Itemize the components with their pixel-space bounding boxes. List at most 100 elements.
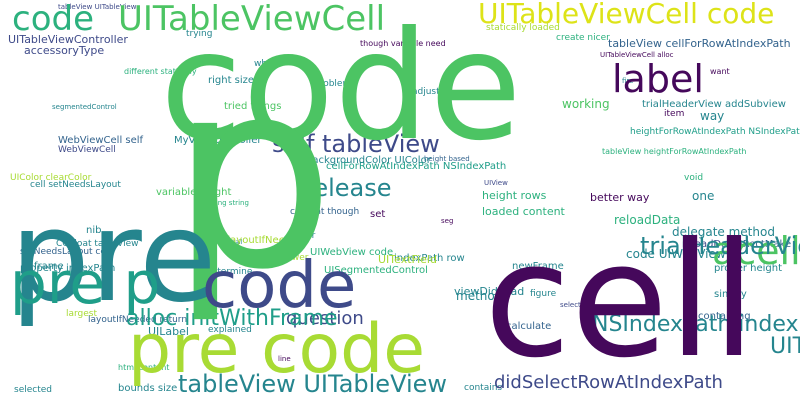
word: UIView bbox=[484, 179, 508, 187]
word: heightForRowAtIndexPath NSIndexPath bbox=[630, 127, 800, 137]
word: better way bbox=[590, 191, 650, 204]
word: layoutIfNeeded return bbox=[88, 315, 188, 325]
word: nib bbox=[86, 225, 102, 236]
word: tableView cellForRowAtIndexPath bbox=[608, 37, 791, 50]
word: UITableViewCell bbox=[118, 0, 386, 39]
word: proper height bbox=[714, 263, 783, 274]
word: figure bbox=[530, 289, 557, 299]
word: segmentedControl bbox=[52, 103, 117, 111]
word: one bbox=[692, 189, 715, 203]
word: seg bbox=[441, 217, 454, 225]
word: variable height bbox=[156, 187, 232, 198]
word: fire bbox=[622, 77, 634, 85]
word: property bbox=[20, 263, 63, 274]
word: explained bbox=[208, 325, 252, 335]
word: UILabel bbox=[148, 325, 189, 338]
word: tableView heightForRowAtIndexPath bbox=[602, 147, 747, 156]
word: call bbox=[232, 239, 243, 246]
word: WebViewCell bbox=[58, 145, 116, 155]
word: acell bbox=[712, 229, 800, 273]
word: code bbox=[12, 0, 94, 39]
word: void bbox=[684, 173, 704, 183]
word: adjusted bbox=[412, 87, 451, 97]
word: WebViewCell self bbox=[58, 135, 144, 146]
word: p bbox=[170, 25, 336, 327]
word: UITableViewCell alloc bbox=[600, 51, 674, 59]
word: setNeedsLayout cell bbox=[20, 247, 111, 257]
word: UITableViewCell code bbox=[478, 0, 775, 30]
word: super bbox=[290, 231, 316, 241]
word: selected bbox=[14, 385, 52, 395]
word: trialHeaderView bbox=[640, 232, 800, 260]
word: tableView UITableView bbox=[58, 3, 137, 11]
word: line bbox=[278, 355, 291, 363]
word: pre bbox=[10, 183, 217, 330]
word: UITextField bbox=[378, 253, 437, 266]
word: statically loaded bbox=[486, 23, 560, 33]
word: cell bbox=[484, 209, 756, 393]
word: cell layoutIfNeeded bbox=[207, 235, 304, 246]
word: alloc initWithFrame bbox=[126, 306, 338, 331]
word: question bbox=[286, 308, 364, 329]
word: NSIndexPath indexPath bbox=[592, 312, 800, 337]
word: accessoryType bbox=[24, 44, 105, 57]
word: MyViewController bbox=[174, 135, 262, 146]
word: largest bbox=[66, 309, 98, 319]
word: item bbox=[664, 109, 685, 119]
word: indexPath bbox=[66, 263, 116, 274]
word: bounds size bbox=[118, 383, 178, 394]
word: cell setNeedsLayout bbox=[30, 180, 121, 190]
word: trying bbox=[186, 29, 213, 39]
word: tableView UITableView bbox=[178, 370, 448, 398]
word: frame bbox=[34, 261, 64, 272]
word: UITableViewController bbox=[8, 33, 128, 46]
word: release bbox=[304, 174, 392, 202]
word: trialHeaderView addSubview bbox=[642, 99, 786, 110]
word: want bbox=[710, 67, 730, 76]
word: delegate method bbox=[672, 225, 775, 239]
word: indexPath row bbox=[394, 253, 465, 264]
word: reloadData bbox=[614, 213, 681, 227]
word: working bbox=[562, 97, 610, 111]
word: pre code bbox=[128, 310, 426, 389]
word: UISegmentedControl bbox=[324, 265, 428, 276]
word: answer bbox=[276, 253, 309, 263]
word: viewDidLoad bbox=[454, 285, 525, 298]
word: determine bbox=[206, 267, 253, 277]
word: UITableView tableView bbox=[770, 334, 800, 359]
word: white bbox=[254, 59, 279, 69]
word: NSString string bbox=[196, 199, 249, 207]
word: contains bbox=[464, 383, 503, 393]
word: backgroundColor UIColor bbox=[306, 155, 431, 166]
word: code bbox=[160, 0, 522, 174]
word: problem bbox=[314, 79, 352, 89]
word: simply bbox=[714, 289, 747, 300]
word: calculate bbox=[506, 321, 552, 332]
word: create nicer bbox=[556, 33, 610, 43]
word: CGFloat tableView bbox=[56, 239, 139, 249]
word: method bbox=[456, 289, 503, 303]
word: way bbox=[700, 109, 725, 123]
word: html content bbox=[118, 363, 170, 372]
word: code bbox=[202, 249, 357, 323]
word: selection bbox=[560, 301, 592, 309]
word: right size bbox=[208, 75, 255, 86]
word: code UIWebView bbox=[626, 247, 726, 261]
word: UIColor clearColor bbox=[10, 173, 92, 183]
word: CGRectMake bbox=[728, 239, 792, 250]
word: self tableView bbox=[272, 130, 440, 158]
word: different statically bbox=[124, 67, 197, 76]
word: newFrame bbox=[512, 261, 564, 272]
word: height rows bbox=[482, 189, 547, 202]
word: containing bbox=[698, 311, 751, 322]
word: UIWebView code bbox=[310, 247, 394, 258]
word: though variable need bbox=[360, 39, 446, 48]
word: label bbox=[612, 57, 704, 101]
word: loaded content bbox=[482, 205, 565, 218]
word: reloadData bbox=[682, 239, 738, 250]
word: cellForRowAtIndexPath NSIndexPath bbox=[326, 161, 507, 172]
word: didSelectRowAtIndexPath bbox=[494, 372, 723, 393]
word: pre p bbox=[10, 249, 161, 317]
word: height based bbox=[424, 155, 470, 163]
